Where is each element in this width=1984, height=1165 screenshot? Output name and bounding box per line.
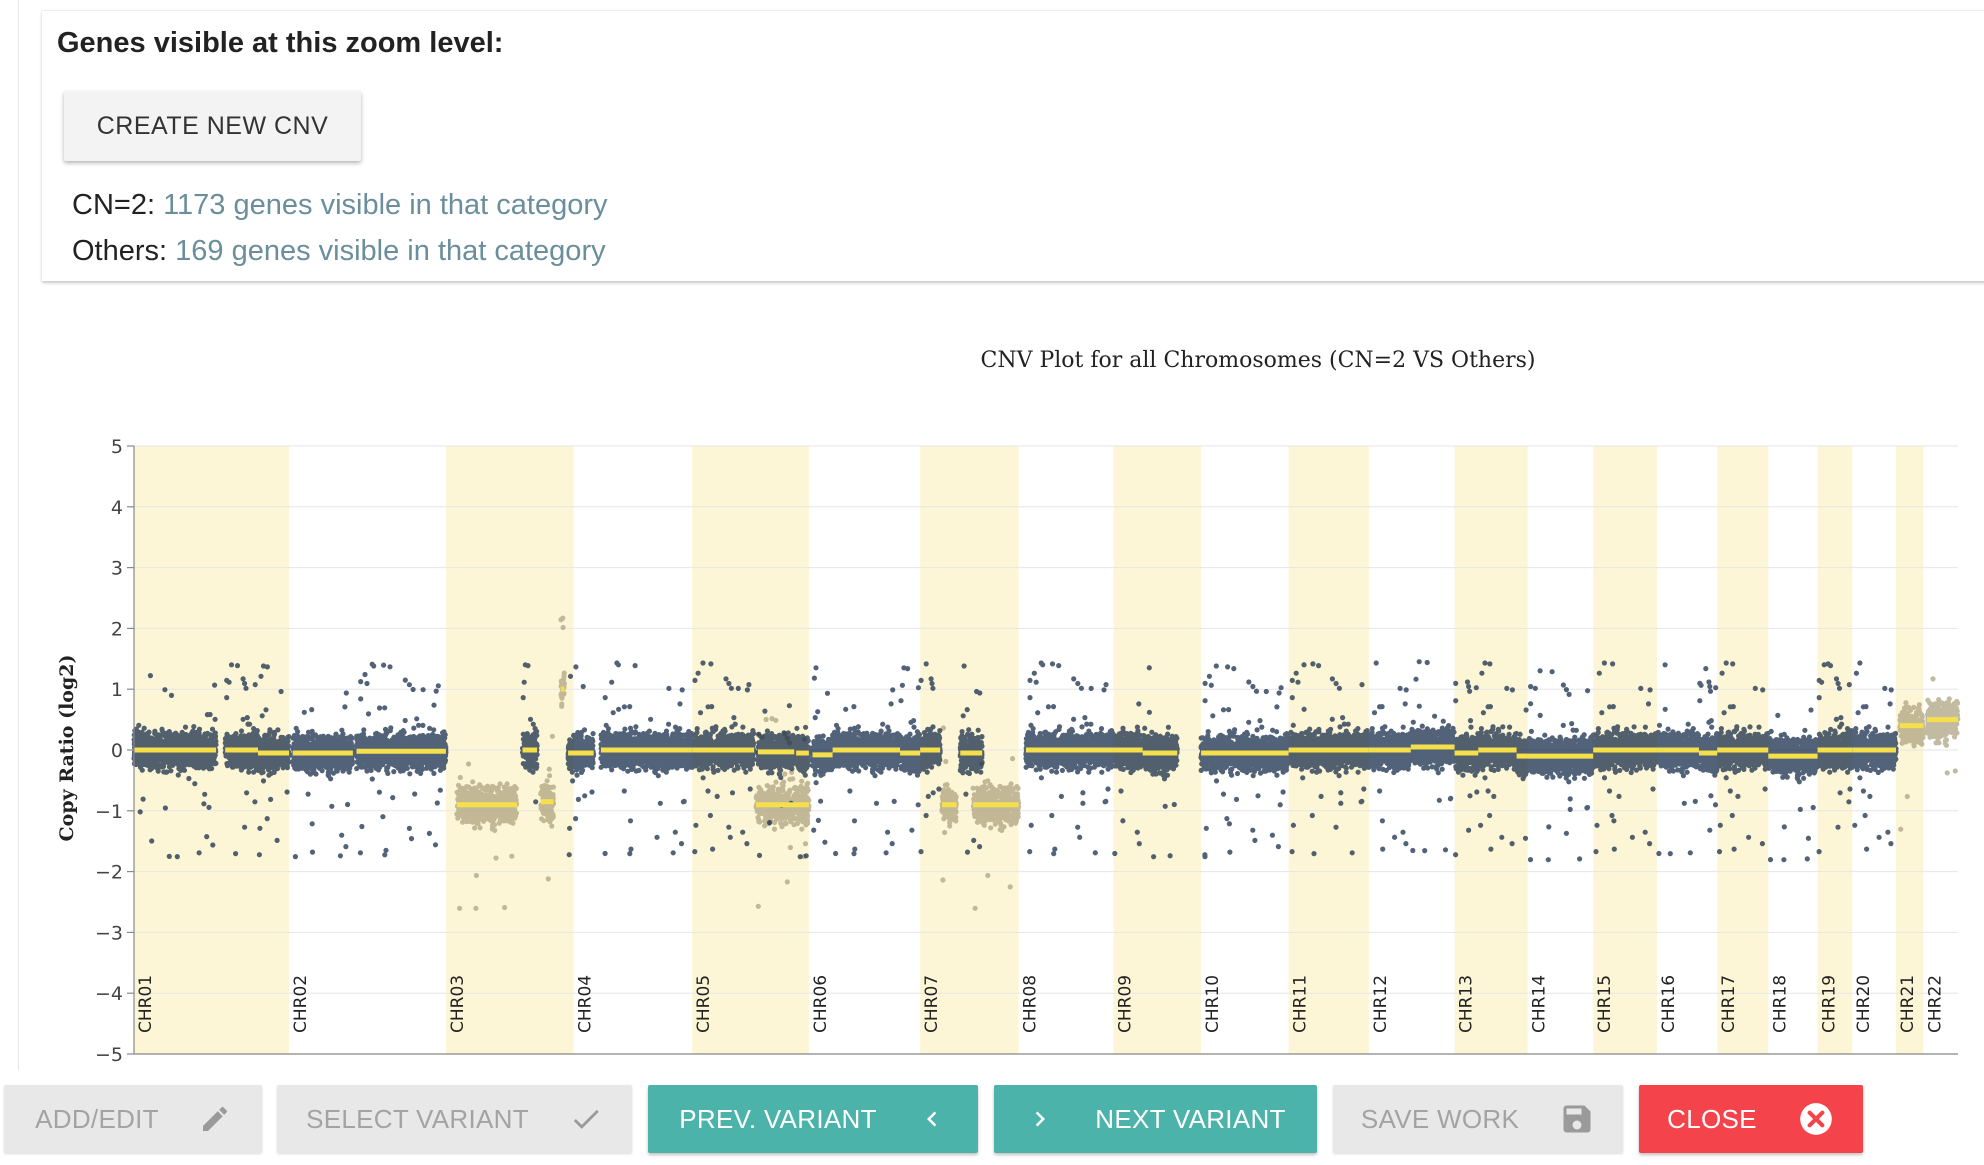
chromosome-label: CHR04 <box>576 975 596 1033</box>
chromosome-labels: CHR01 CHR02 CHR03 CHR04 CHR05 CHR06 CHR07 CHR08… <box>136 975 1945 1033</box>
chromosome-label: CHR20 <box>1854 975 1874 1033</box>
create-new-cnv-button[interactable]: CREATE NEW CNV <box>64 91 361 161</box>
y-tick-label: −1 <box>95 801 123 823</box>
segment-lines <box>134 686 1958 808</box>
chromosome-label: CHR01 <box>136 975 156 1033</box>
prev-variant-label: PREV. VARIANT <box>679 1103 877 1134</box>
chromosome-label: CHR08 <box>1021 975 1041 1033</box>
add-edit-button[interactable]: ADD/EDIT <box>4 1085 262 1153</box>
left-edge <box>0 0 19 1070</box>
chromosome-label: CHR22 <box>1925 975 1945 1033</box>
chromosome-label: CHR17 <box>1719 975 1739 1033</box>
category-count-link[interactable]: 1173 genes visible in that category <box>163 189 608 221</box>
close-button[interactable]: CLOSE <box>1639 1085 1863 1153</box>
y-tick-label: 4 <box>111 497 123 519</box>
genes-visible-panel: Genes visible at this zoom level: CREATE… <box>42 10 1984 281</box>
category-count-link[interactable]: 169 genes visible in that category <box>175 235 606 267</box>
close-circle-icon <box>1797 1100 1835 1138</box>
chromosome-label: CHR14 <box>1530 975 1550 1033</box>
y-tick-label: −3 <box>95 922 123 944</box>
next-variant-label: NEXT VARIANT <box>1095 1103 1286 1134</box>
close-label: CLOSE <box>1667 1103 1757 1134</box>
y-tick-label: −2 <box>95 862 123 884</box>
select-variant-label: SELECT VARIANT <box>306 1103 529 1134</box>
y-tick-label: 5 <box>111 436 123 458</box>
y-tick-label: 0 <box>111 740 123 762</box>
chromosome-label: CHR13 <box>1457 975 1477 1033</box>
category-label: Others: <box>72 235 176 267</box>
category-cn2: CN=2: 1173 genes visible in that categor… <box>72 189 608 222</box>
next-variant-button[interactable]: NEXT VARIANT <box>994 1085 1317 1153</box>
pencil-icon <box>199 1103 231 1135</box>
y-tick-label: 1 <box>111 679 123 701</box>
chromosome-label: CHR02 <box>291 975 311 1033</box>
category-others: Others: 169 genes visible in that catego… <box>72 235 606 268</box>
y-tick-label: −5 <box>95 1044 123 1066</box>
chromosome-label: CHR05 <box>694 975 714 1033</box>
chromosome-label: CHR21 <box>1898 975 1918 1033</box>
chevron-right-icon <box>1025 1104 1055 1134</box>
cn2-points <box>131 659 1899 863</box>
add-edit-label: ADD/EDIT <box>35 1103 159 1134</box>
chromosome-label: CHR15 <box>1595 975 1615 1033</box>
chromosome-label: CHR06 <box>811 975 831 1033</box>
save-work-button[interactable]: SAVE WORK <box>1333 1085 1623 1153</box>
y-tick-label: 3 <box>111 558 123 580</box>
chromosome-label: CHR07 <box>922 975 942 1033</box>
chromosome-label: CHR16 <box>1659 975 1679 1033</box>
chevron-left-icon <box>917 1104 947 1134</box>
chromosome-label: CHR12 <box>1371 975 1391 1033</box>
chromosome-label: CHR19 <box>1820 975 1840 1033</box>
y-axis: 5 4 3 2 1 0 −1 −2 −3 −4 −5 <box>95 436 1958 1066</box>
prev-variant-button[interactable]: PREV. VARIANT <box>648 1085 978 1153</box>
chromosome-label: CHR03 <box>448 975 468 1033</box>
chromosome-label: CHR10 <box>1203 975 1223 1033</box>
check-icon <box>569 1102 603 1136</box>
y-tick-label: −4 <box>95 983 123 1005</box>
save-work-label: SAVE WORK <box>1360 1103 1520 1134</box>
chromosome-label: CHR18 <box>1770 975 1790 1033</box>
chart-title: CNV Plot for all Chromosomes (CN=2 VS Ot… <box>980 348 1535 373</box>
panel-title: Genes visible at this zoom level: <box>57 27 504 59</box>
category-label: CN=2: <box>72 189 164 221</box>
chromosome-label: CHR09 <box>1115 975 1135 1033</box>
select-variant-button[interactable]: SELECT VARIANT <box>277 1085 632 1153</box>
y-axis-label: Copy Ratio (log2) <box>56 655 78 842</box>
y-tick-label: 2 <box>111 618 123 640</box>
action-toolbar: ADD/EDIT SELECT VARIANT PREV. VARIANT NE… <box>0 1075 1984 1165</box>
data-points <box>131 615 1961 911</box>
floppy-disk-icon <box>1559 1101 1595 1137</box>
chromosome-label: CHR11 <box>1291 975 1311 1033</box>
